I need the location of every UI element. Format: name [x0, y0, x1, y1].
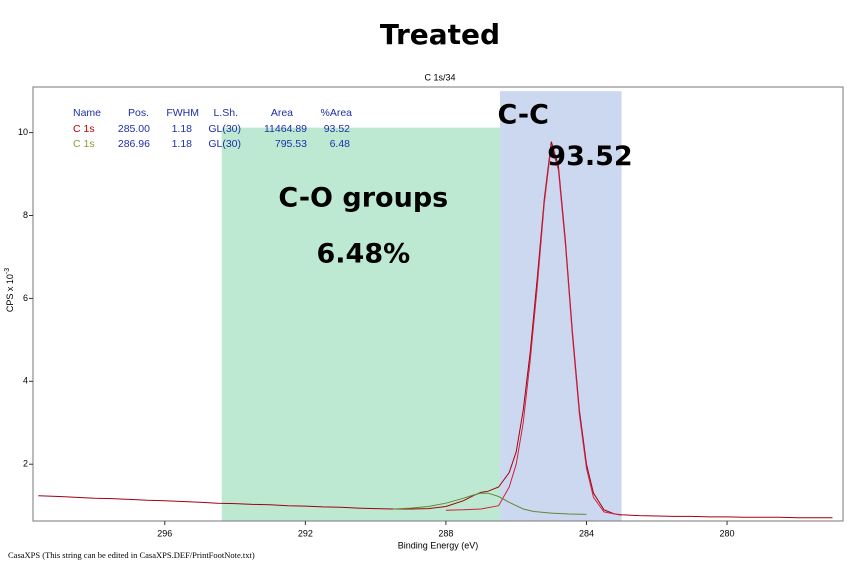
- y-tick-label: 4: [23, 376, 28, 386]
- table-cell: 11464.89: [264, 123, 307, 135]
- table-header: FWHM: [166, 107, 199, 119]
- table-cell: 286.96: [118, 138, 150, 150]
- y-tick-label: 6: [23, 293, 28, 303]
- table-cell: 6.48: [330, 138, 351, 150]
- x-tick-label: 284: [579, 528, 594, 538]
- highlight-region: [500, 91, 622, 522]
- table-header: %Area: [320, 107, 352, 119]
- chart-subtitle: C 1s/34: [424, 72, 455, 82]
- table-cell: 285.00: [118, 123, 150, 135]
- table-cell: GL(30): [208, 138, 241, 150]
- table-header: Area: [271, 107, 293, 119]
- highlight-region: [221, 127, 501, 521]
- annotation: 6.48%: [316, 238, 410, 269]
- y-axis-label-exponent: -3: [4, 268, 11, 274]
- x-tick-label: 296: [157, 528, 172, 538]
- x-axis-label: Binding Energy (eV): [398, 540, 479, 550]
- x-tick-label: 292: [298, 528, 313, 538]
- spectrum-line: [445, 144, 622, 516]
- table-cell: 795.53: [275, 138, 307, 150]
- table-header: L.Sh.: [213, 107, 238, 119]
- spectrum-line: [38, 141, 833, 519]
- table-header: Name: [73, 107, 101, 119]
- x-tick-label: 280: [720, 528, 735, 538]
- plot-frame: [32, 86, 844, 522]
- annotation: C-C: [497, 100, 548, 131]
- x-tick-label: 288: [438, 528, 453, 538]
- y-axis-label-text: CPS x 10: [5, 274, 15, 312]
- table-header: Pos.: [128, 107, 149, 119]
- annotation: 93.52: [547, 141, 632, 172]
- annotation: C-O groups: [278, 182, 448, 213]
- table-cell: 1.18: [172, 138, 193, 150]
- table-cell: 1.18: [172, 123, 193, 135]
- y-tick-label: 8: [23, 210, 28, 220]
- y-axis-label: CPS x 10-3: [4, 268, 16, 312]
- table-cell: GL(30): [208, 123, 241, 135]
- table-cell: C 1s: [73, 123, 95, 135]
- chart-title: Treated: [380, 18, 500, 51]
- table-cell: 93.52: [324, 123, 350, 135]
- table-cell: C 1s: [73, 138, 95, 150]
- footer: CasaXPS (This string can be edited in Ca…: [8, 550, 255, 560]
- y-tick-label: 10: [18, 127, 28, 137]
- spectrum-line: [393, 492, 587, 515]
- y-tick-label: 2: [23, 459, 28, 469]
